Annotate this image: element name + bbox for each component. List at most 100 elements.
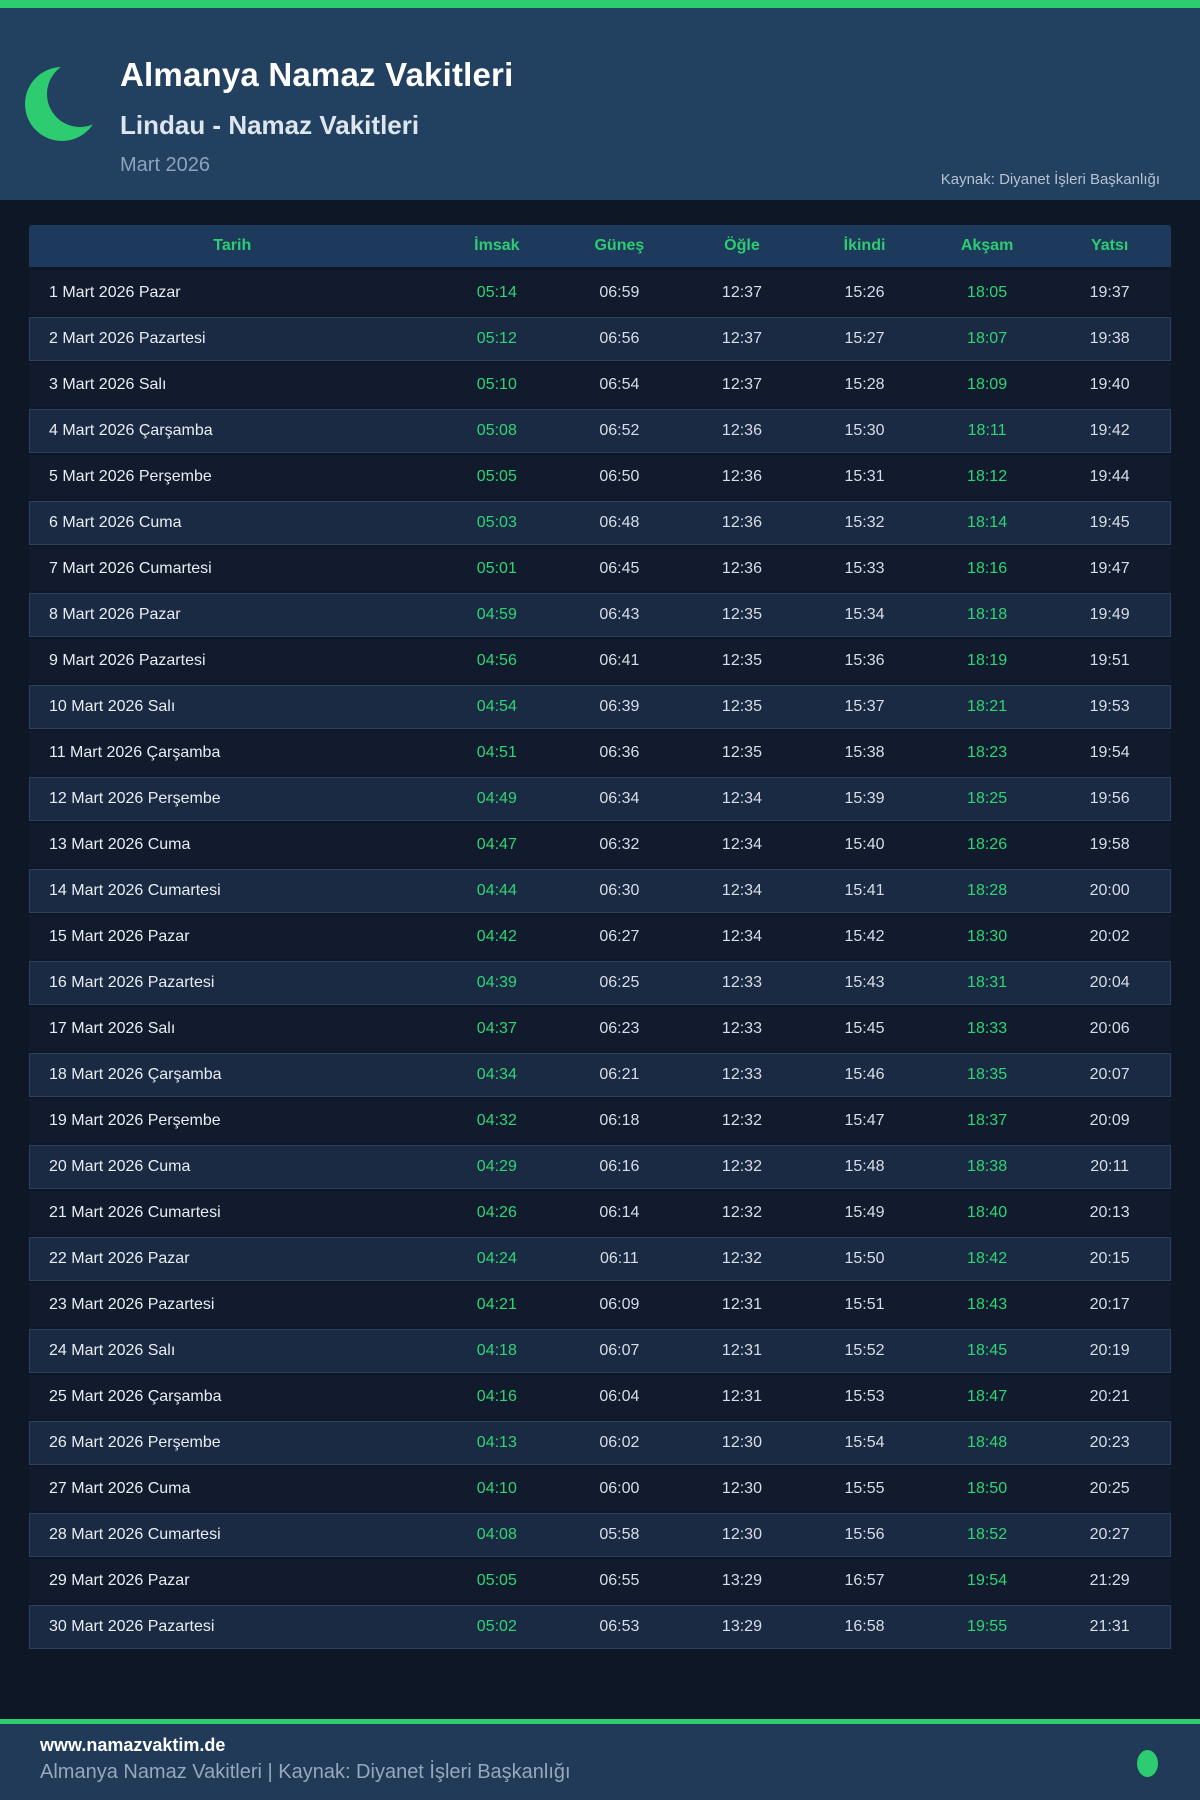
- date-cell: 22 Mart 2026 Pazar: [49, 1250, 190, 1267]
- ikindi-time-cell: 15:49: [844, 1204, 885, 1221]
- gunes-time-cell: 06:00: [599, 1480, 640, 1497]
- gunes-time-cell: 06:21: [599, 1066, 640, 1083]
- imsak-time-cell: 04:37: [476, 1020, 517, 1037]
- date-cell: 19 Mart 2026 Perşembe: [49, 1112, 221, 1129]
- date-cell: 2 Mart 2026 Pazartesi: [49, 330, 206, 347]
- date-cell: 10 Mart 2026 Salı: [49, 698, 176, 715]
- yatsi-time-cell: 20:27: [1089, 1526, 1130, 1543]
- green-status-dot: [1137, 1750, 1158, 1777]
- gunes-time-cell: 06:45: [599, 560, 640, 577]
- imsak-time-cell: 04:21: [476, 1296, 517, 1313]
- date-cell: 1 Mart 2026 Pazar: [49, 284, 181, 301]
- table-row: 20 Mart 2026 Cuma 04:29 06:16 12:32 15:4…: [29, 1145, 1171, 1189]
- gunes-time-cell: 06:54: [599, 376, 640, 393]
- gunes-time-cell: 06:53: [599, 1618, 640, 1635]
- crescent-cutout: [47, 61, 113, 127]
- ogle-time-cell: 12:37: [721, 284, 762, 301]
- ogle-time-cell: 12:33: [721, 1066, 762, 1083]
- ikindi-time-cell: 15:43: [844, 974, 885, 991]
- ogle-time-cell: 12:34: [721, 928, 762, 945]
- yatsi-time-cell: 20:17: [1089, 1296, 1130, 1313]
- date-cell: 21 Mart 2026 Cumartesi: [49, 1204, 221, 1221]
- imsak-time-cell: 05:05: [476, 1572, 517, 1589]
- imsak-time-cell: 04:54: [476, 698, 517, 715]
- aksam-time-cell: 18:16: [967, 560, 1008, 577]
- gunes-time-cell: 06:48: [599, 514, 640, 531]
- imsak-time-cell: 05:10: [476, 376, 517, 393]
- header-text-block: Almanya Namaz Vakitleri Lindau - Namaz V…: [120, 56, 1160, 177]
- table-row: 6 Mart 2026 Cuma 05:03 06:48 12:36 15:32…: [29, 501, 1171, 545]
- ikindi-time-cell: 15:50: [844, 1250, 885, 1267]
- ogle-time-cell: 12:32: [721, 1158, 762, 1175]
- ogle-time-cell: 12:34: [721, 882, 762, 899]
- imsak-time-cell: 05:05: [476, 468, 517, 485]
- gunes-time-cell: 06:04: [599, 1388, 640, 1405]
- table-row: 16 Mart 2026 Pazartesi 04:39 06:25 12:33…: [29, 961, 1171, 1005]
- ikindi-time-cell: 15:48: [844, 1158, 885, 1175]
- source-label: Kaynak: Diyanet İşleri Başkanlığı: [940, 171, 1160, 188]
- date-cell: 24 Mart 2026 Salı: [49, 1342, 176, 1359]
- table-row: 29 Mart 2026 Pazar 05:05 06:55 13:29 16:…: [29, 1559, 1171, 1603]
- date-cell: 20 Mart 2026 Cuma: [49, 1158, 191, 1175]
- table-body: 1 Mart 2026 Pazar 05:14 06:59 12:37 15:2…: [29, 271, 1171, 1649]
- month-label: Mart 2026: [120, 154, 211, 176]
- date-cell: 29 Mart 2026 Pazar: [49, 1572, 190, 1589]
- ikindi-time-cell: 15:30: [844, 422, 885, 439]
- table-row: 30 Mart 2026 Pazartesi 05:02 06:53 13:29…: [29, 1605, 1171, 1649]
- page-subtitle: Lindau - Namaz Vakitleri: [120, 110, 420, 140]
- aksam-time-cell: 18:25: [967, 790, 1008, 807]
- ikindi-time-cell: 15:55: [844, 1480, 885, 1497]
- table-row: 7 Mart 2026 Cumartesi 05:01 06:45 12:36 …: [29, 547, 1171, 591]
- table-row: 12 Mart 2026 Perşembe 04:49 06:34 12:34 …: [29, 777, 1171, 821]
- imsak-time-cell: 04:59: [476, 606, 517, 623]
- ogle-time-cell: 12:31: [721, 1388, 762, 1405]
- imsak-time-cell: 04:47: [476, 836, 517, 853]
- table-row: 15 Mart 2026 Pazar 04:42 06:27 12:34 15:…: [29, 915, 1171, 959]
- gunes-time-cell: 06:09: [599, 1296, 640, 1313]
- yatsi-time-cell: 19:38: [1089, 330, 1130, 347]
- imsak-time-cell: 04:24: [476, 1250, 517, 1267]
- ikindi-time-cell: 15:51: [844, 1296, 885, 1313]
- ikindi-time-cell: 15:32: [844, 514, 885, 531]
- aksam-time-cell: 18:47: [967, 1388, 1008, 1405]
- ogle-time-cell: 12:33: [721, 1020, 762, 1037]
- column-header-yatsi: Yatsı: [1090, 237, 1129, 254]
- yatsi-time-cell: 19:58: [1089, 836, 1130, 853]
- date-cell: 9 Mart 2026 Pazartesi: [49, 652, 206, 669]
- table-row: 18 Mart 2026 Çarşamba 04:34 06:21 12:33 …: [29, 1053, 1171, 1097]
- date-cell: 28 Mart 2026 Cumartesi: [49, 1526, 221, 1543]
- yatsi-time-cell: 20:07: [1089, 1066, 1130, 1083]
- yatsi-time-cell: 20:25: [1089, 1480, 1130, 1497]
- imsak-time-cell: 04:51: [476, 744, 517, 761]
- ikindi-time-cell: 15:28: [844, 376, 885, 393]
- yatsi-time-cell: 20:02: [1089, 928, 1130, 945]
- yatsi-time-cell: 19:42: [1089, 422, 1130, 439]
- yatsi-time-cell: 20:00: [1089, 882, 1130, 899]
- imsak-time-cell: 04:26: [476, 1204, 517, 1221]
- ogle-time-cell: 12:30: [721, 1526, 762, 1543]
- gunes-time-cell: 06:39: [599, 698, 640, 715]
- yatsi-time-cell: 20:09: [1089, 1112, 1130, 1129]
- yatsi-time-cell: 19:40: [1089, 376, 1130, 393]
- footer-band: www.namazvaktim.de Almanya Namaz Vakitle…: [0, 1724, 1200, 1800]
- table-row: 10 Mart 2026 Salı 04:54 06:39 12:35 15:3…: [29, 685, 1171, 729]
- imsak-time-cell: 05:03: [476, 514, 517, 531]
- table-row: 24 Mart 2026 Salı 04:18 06:07 12:31 15:5…: [29, 1329, 1171, 1373]
- table-row: 19 Mart 2026 Perşembe 04:32 06:18 12:32 …: [29, 1099, 1171, 1143]
- table-row: 13 Mart 2026 Cuma 04:47 06:32 12:34 15:4…: [29, 823, 1171, 867]
- table-row: 21 Mart 2026 Cumartesi 04:26 06:14 12:32…: [29, 1191, 1171, 1235]
- ogle-time-cell: 12:37: [721, 330, 762, 347]
- aksam-time-cell: 18:35: [967, 1066, 1008, 1083]
- page-header: Almanya Namaz Vakitleri Lindau - Namaz V…: [0, 8, 1200, 200]
- aksam-time-cell: 18:31: [967, 974, 1008, 991]
- aksam-time-cell: 18:50: [967, 1480, 1008, 1497]
- ogle-time-cell: 12:33: [721, 974, 762, 991]
- gunes-time-cell: 06:55: [599, 1572, 640, 1589]
- ikindi-time-cell: 15:54: [844, 1434, 885, 1451]
- yatsi-time-cell: 19:56: [1089, 790, 1130, 807]
- aksam-time-cell: 18:40: [967, 1204, 1008, 1221]
- date-cell: 12 Mart 2026 Perşembe: [49, 790, 221, 807]
- imsak-time-cell: 04:42: [476, 928, 517, 945]
- aksam-time-cell: 18:30: [967, 928, 1008, 945]
